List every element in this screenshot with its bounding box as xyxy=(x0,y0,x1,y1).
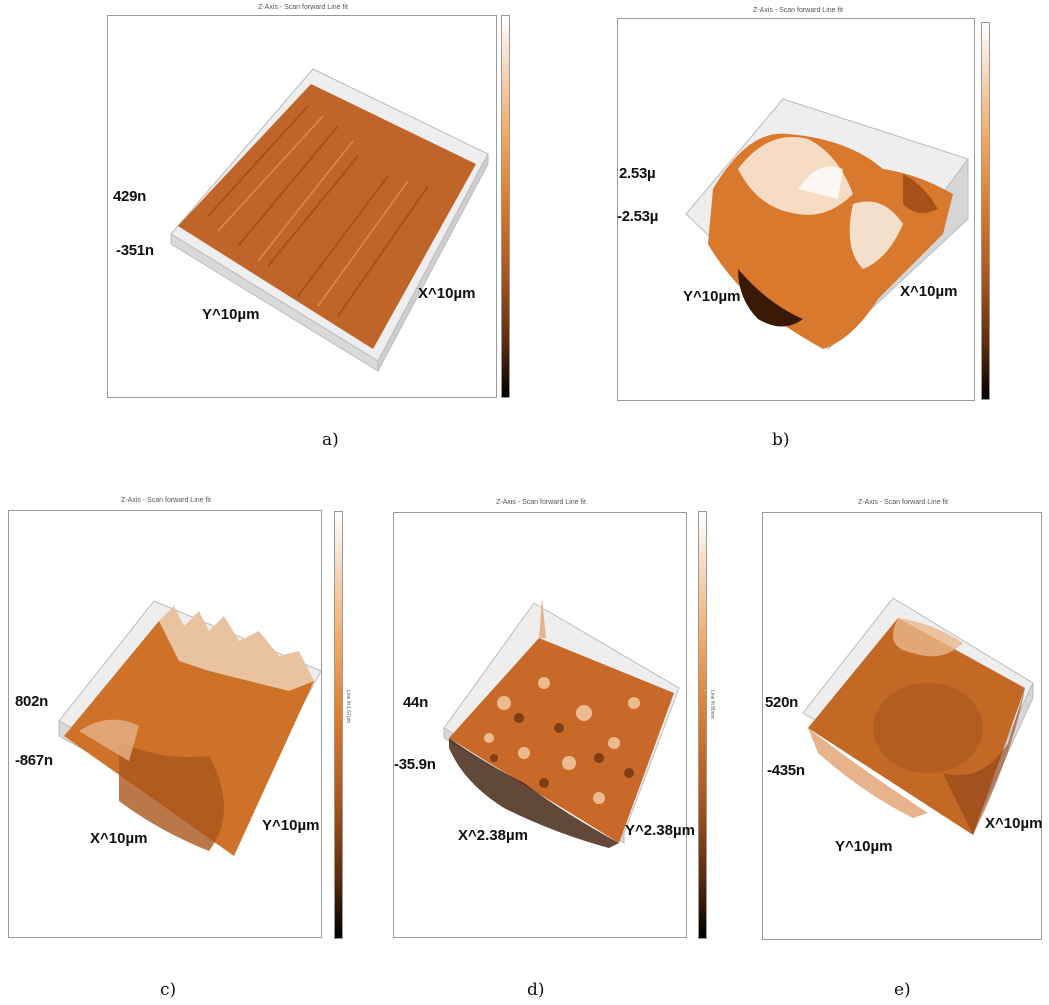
color-scale-label: Line fit 1.67µm xyxy=(345,690,351,723)
color-scale-bar xyxy=(334,511,343,939)
color-scale-bar xyxy=(501,15,510,398)
afm-plot-frame: Z-Axis - Scan forward Line fit xyxy=(107,4,497,398)
color-scale-bar xyxy=(698,511,707,939)
axis-left-label: Y^10µm xyxy=(835,838,893,855)
axis-right-label: X^10µm xyxy=(418,285,476,302)
axis-right-label: Y^10µm xyxy=(262,817,320,834)
afm-3d-surface xyxy=(802,597,1034,835)
z-max-label: 2.53µ xyxy=(619,165,656,182)
z-min-label: -435n xyxy=(767,762,805,779)
afm-plot-frame: Z-Axis - Scan forward Line fit xyxy=(762,499,1042,940)
axis-right-label: Y^2.38µm xyxy=(625,822,695,839)
afm-3d-surface xyxy=(58,600,322,856)
color-scale-label: Line fit 80nm xyxy=(709,690,715,719)
panel-caption: d) xyxy=(527,980,545,1000)
z-max-label: 802n xyxy=(15,693,48,710)
z-max-label: 520n xyxy=(765,694,798,711)
afm-plot-frame: Z-Axis - Scan forward Line fit xyxy=(393,499,687,938)
afm-3d-surface xyxy=(685,98,969,350)
axis-left-label: Y^10µm xyxy=(202,306,260,323)
z-max-label: 44n xyxy=(403,694,428,711)
afm-3d-surface xyxy=(170,68,489,372)
panel-header: Z-Axis - Scan forward Line fit xyxy=(121,497,211,504)
z-min-label: -867n xyxy=(15,752,53,769)
afm-plot-frame: Z-Axis - Scan forward Line fit xyxy=(8,497,322,938)
panel-caption: a) xyxy=(322,430,339,450)
panel-header: Z-Axis - Scan forward Line fit xyxy=(496,499,586,506)
z-max-label: 429n xyxy=(113,188,146,205)
z-min-label: -2.53µ xyxy=(617,208,659,225)
axis-left-label: X^2.38µm xyxy=(458,827,528,844)
panel-header: Z-Axis - Scan forward Line fit xyxy=(258,4,348,11)
axis-right-label: X^10µm xyxy=(900,283,958,300)
color-scale-bar xyxy=(981,22,990,400)
afm-plot-frame: Z-Axis - Scan forward Line fit xyxy=(617,7,975,401)
afm-3d-surface xyxy=(443,598,680,848)
panel-caption: e) xyxy=(894,980,911,1000)
axis-left-label: X^10µm xyxy=(90,830,148,847)
z-min-label: -35.9n xyxy=(394,756,436,773)
panel-caption: c) xyxy=(160,980,177,1000)
panel-caption: b) xyxy=(772,430,790,450)
z-min-label: -351n xyxy=(116,242,154,259)
axis-right-label: X^10µm xyxy=(985,815,1043,832)
panel-header: Z-Axis - Scan forward Line fit xyxy=(753,7,843,14)
axis-left-label: Y^10µm xyxy=(683,288,741,305)
panel-header: Z-Axis - Scan forward Line fit xyxy=(858,499,948,506)
